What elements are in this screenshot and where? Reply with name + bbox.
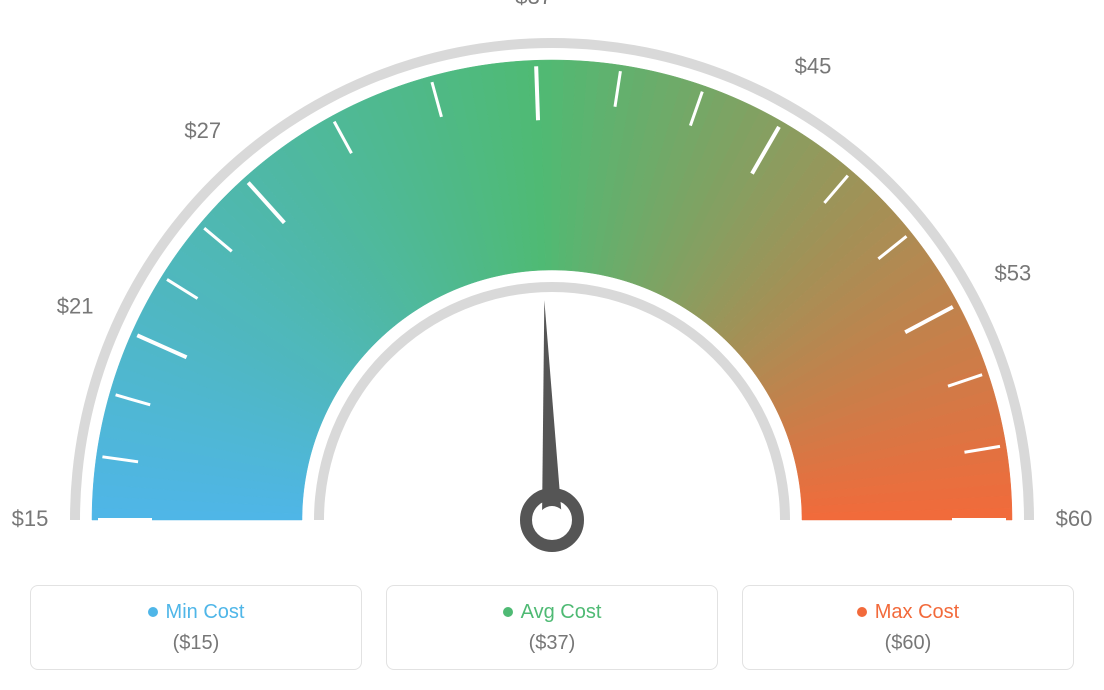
gauge-tick-label: $15: [12, 506, 49, 531]
legend-card-avg: Avg Cost ($37): [386, 585, 718, 670]
legend-label-max: Max Cost: [875, 602, 959, 622]
legend-dot-max: [857, 607, 867, 617]
legend-value-avg: ($37): [397, 632, 707, 655]
gauge-tick-label: $37: [515, 0, 552, 9]
legend-card-min: Min Cost ($15): [30, 585, 362, 670]
legend-dot-min: [148, 607, 158, 617]
gauge-hub-inner: [538, 506, 566, 534]
legend-title-row: Max Cost: [753, 602, 1063, 622]
gauge-tick-label: $45: [795, 54, 832, 79]
gauge-svg: $15 $21 $27 $37 $45 $53 $60: [0, 0, 1104, 560]
gauge-tick-label: $53: [995, 261, 1032, 286]
gauge-chart: $15 $21 $27 $37 $45 $53 $60: [0, 0, 1104, 560]
legend-value-max: ($60): [753, 632, 1063, 655]
legend-card-max: Max Cost ($60): [742, 585, 1074, 670]
gauge-tick-label: $21: [57, 293, 94, 318]
legend-row: Min Cost ($15) Avg Cost ($37) Max Cost (…: [30, 585, 1074, 670]
legend-label-avg: Avg Cost: [521, 602, 602, 622]
legend-dot-avg: [503, 607, 513, 617]
legend-title-row: Min Cost: [41, 602, 351, 622]
legend-value-min: ($15): [41, 632, 351, 655]
gauge-tick-label: $27: [184, 118, 221, 143]
gauge-needle: [542, 300, 562, 520]
legend-title-row: Avg Cost: [397, 602, 707, 622]
gauge-tick-label: $60: [1056, 506, 1093, 531]
legend-label-min: Min Cost: [166, 602, 245, 622]
